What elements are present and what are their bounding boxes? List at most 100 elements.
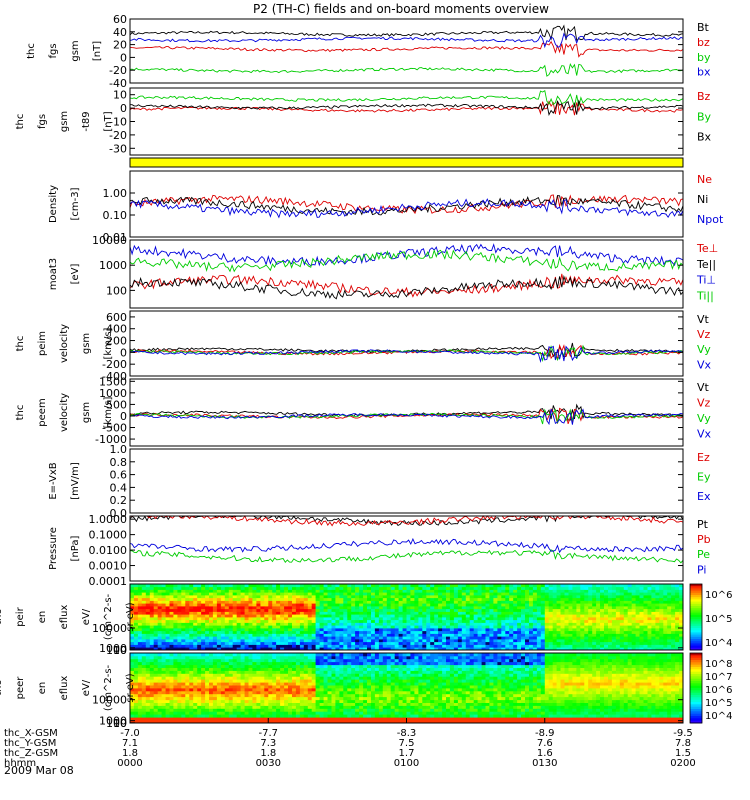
legend: Ne Ni Npot xyxy=(697,173,724,226)
y-axis-label: thc fgs gsm -t89 [nT] xyxy=(15,111,114,132)
y-axis-label-line: thc xyxy=(0,680,4,696)
series-line-bz xyxy=(129,40,684,58)
y-axis-label-line: velocity xyxy=(59,393,70,432)
y-axis-label-line: thc xyxy=(15,405,26,421)
legend-entry-Pb: Pb xyxy=(697,533,711,546)
y-tick-label: 10000 xyxy=(92,234,127,247)
y-axis-label-line: en xyxy=(37,611,48,624)
y-axis-label-line: fgs xyxy=(37,114,48,129)
y-tick-label: 100 xyxy=(106,717,127,730)
y-axis-label-line: eV/ xyxy=(81,608,92,625)
panel-frame xyxy=(129,18,684,84)
x-tick-label-z: 1.5 xyxy=(675,748,691,759)
x-tick-label-t: 0200 xyxy=(670,758,695,769)
y-tick-label: 1000 xyxy=(99,259,127,272)
y-tick-label: 0.0100 xyxy=(89,544,128,557)
y-axis-label-line: sr-eV) xyxy=(125,673,136,702)
y-axis-label-line: [mV/m] xyxy=(70,462,81,500)
y-axis-label-line: en xyxy=(37,682,48,695)
legend-entry-Vy: Vy xyxy=(697,412,711,425)
y-axis-label-line: sr-eV) xyxy=(125,602,136,631)
y-tick-label: 0.0 xyxy=(110,507,128,520)
y-tick-label: 10000 xyxy=(92,622,127,635)
x-tick-label-x: -8.3 xyxy=(397,728,417,739)
y-tick-label: 1000 xyxy=(99,642,127,655)
y-tick-label: 1.00 xyxy=(103,187,128,200)
y-tick-label: 100 xyxy=(106,644,127,657)
legend: Ez Ey Ex xyxy=(697,451,711,503)
legend-entry-Vy: Vy xyxy=(697,343,711,356)
series-line-By xyxy=(129,89,684,108)
legend: Bt bz by bx xyxy=(697,21,711,79)
date-label: 2009 Mar 08 xyxy=(4,764,74,777)
colorbar-label: 10^6 xyxy=(705,685,732,696)
x-axis-row-label: hhmm xyxy=(4,758,36,769)
y-axis-label-line: peer xyxy=(15,676,26,700)
y-axis-label: thc fgs gsm [nT] xyxy=(26,40,103,61)
y-tick-label: 0.0010 xyxy=(89,560,128,573)
y-axis-label: thc peem velocity gsm [km/s] xyxy=(15,393,114,432)
x-tick-label-x: -7.0 xyxy=(120,728,140,739)
legend-entry-Te||: Te|| xyxy=(696,258,716,271)
legend: Vt Vz Vy Vx xyxy=(697,381,712,441)
spectrogram-cells xyxy=(130,653,684,724)
legend-entry-by: by xyxy=(697,51,711,64)
series-line-bx xyxy=(129,32,684,49)
y-axis-label-line: eflux xyxy=(59,676,70,701)
y-tick-label: 40 xyxy=(113,26,127,39)
y-tick-label: 100 xyxy=(106,284,127,297)
legend-entry-Pt: Pt xyxy=(697,518,709,531)
x-tick-label-x: -7.7 xyxy=(259,728,279,739)
x-axis-row-label: thc_Y-GSM xyxy=(4,738,56,749)
x-tick-label-y: 7.8 xyxy=(675,738,691,749)
series-line-Bx xyxy=(130,99,684,116)
y-axis-label-line: gsm xyxy=(70,40,81,61)
y-axis-label-line: -t89 xyxy=(81,111,92,131)
panel-4: 1.00 0.10 0.01 Density [cm-3] Ne Ni Npot xyxy=(48,170,724,244)
x-tick-label-z: 1.8 xyxy=(260,748,276,759)
y-axis-label-line: thc xyxy=(15,336,26,352)
legend-entry-bz: bz xyxy=(697,36,710,49)
x-tick-label-z: 1.7 xyxy=(399,748,415,759)
legend-entry-Bt: Bt xyxy=(697,21,710,34)
legend-entry-Ne: Ne xyxy=(697,173,712,186)
y-axis-label: moat3 [eV] xyxy=(48,258,81,290)
y-tick-label: -10 xyxy=(109,116,127,129)
y-axis-label: thc peer en eflux eV/ (cm^2-s-sr-eV) xyxy=(0,664,136,711)
colorbar: 10^6 10^5 10^4 xyxy=(689,583,732,651)
legend-entry-Ey: Ey xyxy=(697,470,711,483)
colorbar-label: 10^7 xyxy=(705,672,732,683)
y-tick-label: 0 xyxy=(120,410,127,423)
y-axis-label: thc peim velocity gsm [km/s] xyxy=(15,324,114,363)
colorbar-label: 10^5 xyxy=(705,698,732,709)
series-line-Vt xyxy=(129,403,684,421)
y-axis-label-line: [eV] xyxy=(70,264,81,285)
panel-3 xyxy=(129,157,684,168)
x-tick-label-t: 0030 xyxy=(256,758,281,769)
legend-entry-Vt: Vt xyxy=(697,381,710,394)
panel-frame xyxy=(129,310,684,377)
x-tick-label-y: 7.3 xyxy=(260,738,276,749)
y-tick-label: 0 xyxy=(120,102,127,115)
x-tick-label-x: -8.9 xyxy=(535,728,555,739)
x-tick-label-z: 1.8 xyxy=(122,748,138,759)
legend: Te⊥ Te|| Ti⊥ Ti|| xyxy=(696,242,718,302)
colorbar-frame xyxy=(689,583,703,651)
legend-entry-Pe: Pe xyxy=(697,548,710,561)
y-tick-label: 500 xyxy=(106,398,127,411)
panel-frame xyxy=(129,448,684,514)
legend-entry-Ni: Ni xyxy=(697,193,708,206)
legend-entry-Vx: Vx xyxy=(697,428,712,441)
legend: Bz By Bx xyxy=(697,90,712,144)
panel-frame xyxy=(129,170,684,238)
y-axis-label-line: peir xyxy=(15,606,26,626)
y-tick-label: -500 xyxy=(102,422,127,435)
y-axis-label-line: thc xyxy=(26,43,37,59)
y-tick-label: -1000 xyxy=(95,433,127,446)
legend: Vt Vz Vy Vx xyxy=(697,313,712,371)
